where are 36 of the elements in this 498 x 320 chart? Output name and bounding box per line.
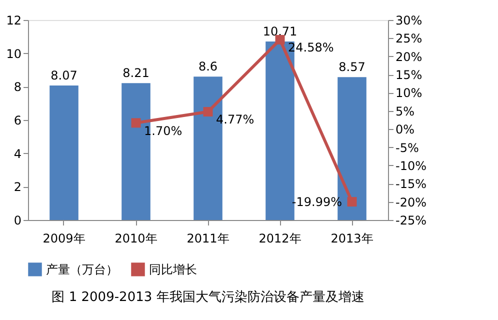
y-tick-label: 8 xyxy=(14,80,22,94)
y2-tick-label: -25% xyxy=(396,214,427,228)
x-tick-label: 2012年 xyxy=(258,232,302,246)
y2-tick-label: -10% xyxy=(396,158,427,173)
text: 图 1 2009-2013 年我国大气污染防治设备产量及增速 xyxy=(52,290,364,305)
y-tick-label: 2 xyxy=(14,180,22,194)
x-tick-label: 2010年 xyxy=(114,232,158,246)
y2-tick-label: 30% xyxy=(396,14,422,28)
data-label: 8.6 xyxy=(198,60,218,74)
y2-tick-label: -15% xyxy=(396,177,427,192)
y2-tick-label: 15% xyxy=(396,68,422,82)
x-tick-label: 2013年 xyxy=(330,232,374,246)
legend-label: 同比增长 xyxy=(149,262,197,276)
y-tick-label: 0 xyxy=(14,214,22,228)
x-tick-label: 2009年 xyxy=(42,232,86,246)
y2-tick-label: 25% xyxy=(396,32,422,46)
y2-tick-label: 10% xyxy=(396,86,422,100)
y2-tick-label: 20% xyxy=(396,50,422,64)
data-label: 8.21 xyxy=(122,66,150,80)
y2-tick-label: 0% xyxy=(396,122,415,137)
point xyxy=(131,118,141,128)
bar xyxy=(50,86,78,220)
y-tick-label: 4 xyxy=(14,146,22,161)
y-tick-label: 10 xyxy=(6,46,22,61)
legend-label: 产量（万台） xyxy=(46,262,118,276)
x-tick-label: 2011年 xyxy=(186,232,230,246)
point xyxy=(347,197,357,207)
data-label: 8.07 xyxy=(50,68,78,82)
y2-tick-label: -5% xyxy=(396,140,419,155)
y2-tick-label: -20% xyxy=(396,195,427,210)
y2-tick-label: 5% xyxy=(396,104,415,118)
y-tick-label: 12 xyxy=(6,14,22,28)
point xyxy=(203,107,213,116)
data-label: 8.57 xyxy=(338,60,366,74)
y-tick-label: 6 xyxy=(14,114,22,128)
data-label: 10.71 xyxy=(262,24,298,38)
